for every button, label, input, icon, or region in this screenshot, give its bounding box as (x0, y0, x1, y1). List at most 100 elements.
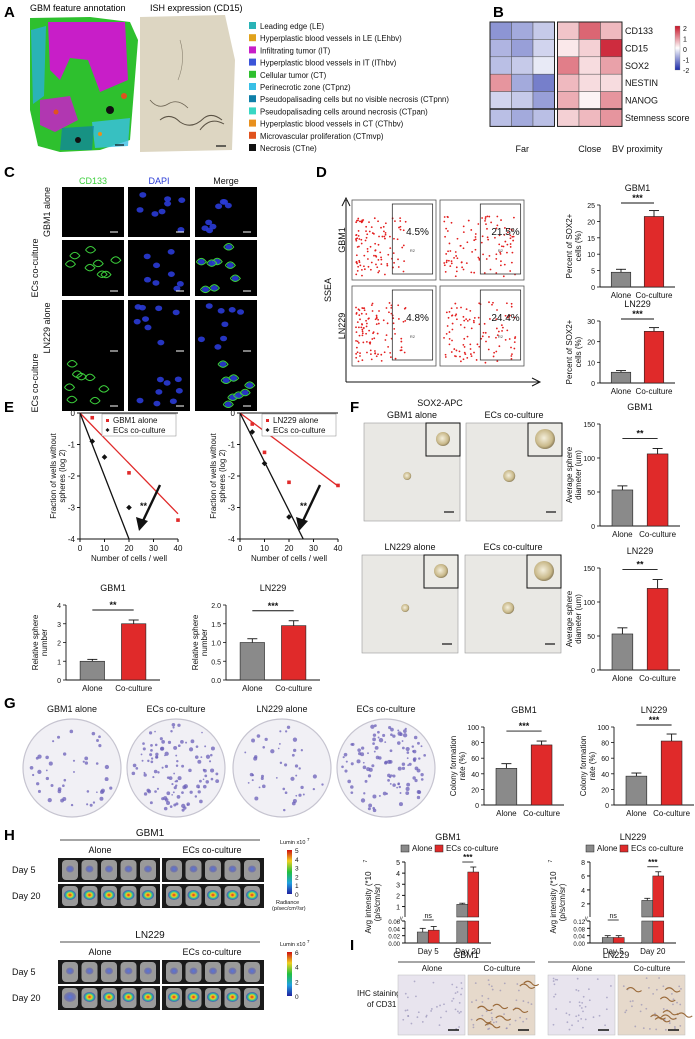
nucleus (178, 197, 186, 203)
colony (84, 761, 89, 765)
colony (420, 745, 423, 748)
ihc-vessel (661, 1014, 677, 1020)
flow-event (488, 215, 491, 218)
flow-event (375, 263, 377, 266)
colony (362, 761, 365, 764)
flow-event (489, 318, 491, 320)
ihc-nucleus (584, 1018, 587, 1021)
diameter-gbm1-bar (646, 453, 669, 527)
nucleus (219, 361, 227, 368)
cd133-signal (110, 256, 122, 264)
nucleus (221, 321, 229, 328)
colony (204, 774, 208, 778)
flow-gate-label: R2 (410, 334, 416, 339)
heatmap-cell (600, 39, 623, 58)
panel-letter-b: B (493, 4, 504, 21)
colony (166, 801, 171, 806)
flow-event (402, 229, 405, 232)
colony (62, 784, 65, 788)
colony (350, 762, 354, 766)
intensity-legend-label: Alone (597, 844, 618, 853)
colony (372, 737, 376, 742)
colony (69, 729, 74, 734)
flow-event (491, 303, 493, 306)
colony (416, 790, 421, 794)
flow-event (397, 266, 400, 268)
colony (253, 756, 258, 761)
intensity-ytick-label: 2 (396, 893, 400, 900)
flow-event (473, 321, 475, 324)
ihc-nucleus (662, 985, 665, 988)
ihc-image (397, 974, 466, 1036)
diameter-ln229-ylabel: Average sphere (565, 590, 574, 647)
flow-event (453, 348, 456, 350)
lum-scale-tick: 5 (295, 848, 299, 855)
flow-event (371, 302, 374, 305)
sphere-ln229-ytick-label: 2.0 (211, 603, 221, 610)
colony (397, 729, 400, 732)
colony (98, 735, 101, 739)
flow-event (383, 235, 386, 238)
ihc-col-label: Co-culture (484, 964, 521, 973)
colony (164, 798, 169, 802)
colony (204, 745, 207, 748)
flow-event (448, 242, 451, 245)
ihc-nucleus (668, 1022, 671, 1024)
flow-event (488, 254, 491, 257)
ihc-nucleus (575, 1015, 578, 1018)
lum-signal (168, 992, 180, 1002)
lum-signal (226, 992, 239, 1002)
legend-label: Microvascular proliferation (CTmvp) (260, 132, 384, 141)
colony (96, 739, 99, 742)
flow-event (447, 316, 450, 319)
colony (199, 799, 203, 804)
colony (278, 742, 281, 745)
flow-event (499, 252, 502, 255)
lum-signal (103, 992, 115, 1002)
sphere-images: GBM1 alone ECs co-culture LN229 alone ECs c… (361, 410, 563, 654)
cd133-signal (85, 245, 97, 254)
flow-event (474, 238, 477, 241)
flow-event (373, 337, 376, 340)
colony (292, 799, 297, 804)
lum-signal (226, 890, 239, 900)
if-column-header: CD133 (79, 176, 107, 186)
flow-event (362, 341, 365, 344)
legend-swatch (249, 83, 256, 90)
colorbar-tick: -1 (683, 58, 689, 65)
nucleus (214, 344, 222, 350)
flow-event (463, 326, 466, 329)
colony (57, 789, 62, 794)
colony (159, 737, 163, 741)
colony (405, 791, 410, 795)
flow-event (357, 341, 360, 344)
flow-event (498, 243, 501, 246)
sox2-ln229-ylabel: cells (%) (574, 336, 583, 367)
colony (104, 777, 109, 782)
nucleus (167, 249, 175, 255)
flow-percent: 21.5% (491, 227, 519, 238)
diameter-gbm1-chart: GBM1 0 50 100 150 Average sphere diameter (um)… (565, 402, 680, 539)
colony (277, 747, 280, 750)
intensity-ytick-label: 0.00 (573, 942, 585, 948)
colony (298, 767, 301, 770)
flow-event (357, 308, 360, 311)
flow-event (462, 268, 465, 271)
sphere-blob (503, 470, 516, 482)
sphere-gbm1-title: GBM1 (100, 583, 126, 593)
colony (194, 755, 199, 759)
colony (294, 764, 299, 768)
ihc-nucleus (553, 995, 555, 998)
ihc-nucleus (417, 1011, 420, 1014)
heatmap-axis-label: BV proximity (612, 144, 663, 154)
flow-event (505, 302, 508, 305)
colony (154, 790, 157, 793)
flow-event (454, 302, 457, 305)
legend-swatch (249, 58, 256, 66)
colony (175, 764, 179, 768)
legend-swatch (249, 46, 256, 54)
flow-event (498, 234, 501, 237)
ihc-col-label: Alone (422, 964, 443, 973)
sox2-ln229-title: LN229 (624, 299, 651, 309)
